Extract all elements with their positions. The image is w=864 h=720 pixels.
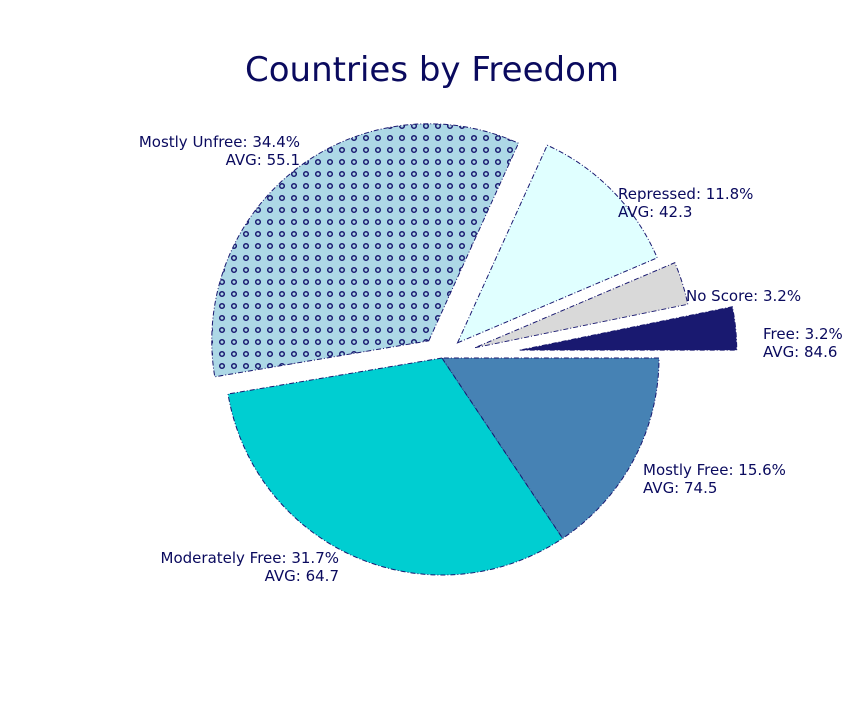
slice-label-avg: AVG: 64.7 bbox=[264, 567, 339, 585]
slice-label-percent: Free: 3.2% bbox=[763, 325, 843, 343]
slice-label-repressed: Repressed: 11.8% AVG: 42.3 bbox=[618, 185, 753, 221]
slice-label-avg: AVG: 42.3 bbox=[618, 203, 693, 221]
pie-slice-no-score bbox=[474, 262, 689, 349]
slice-label-moderately-free: Moderately Free: 31.7% AVG: 64.7 bbox=[161, 549, 339, 585]
slice-label-avg: AVG: 55.1 bbox=[225, 151, 300, 169]
slice-label-mostly-unfree: Mostly Unfree: 34.4% AVG: 55.1 bbox=[139, 133, 300, 169]
slice-label-percent: Mostly Free: 15.6% bbox=[643, 461, 786, 479]
slice-label-avg: AVG: 74.5 bbox=[643, 479, 718, 497]
slice-label-free: Free: 3.2% AVG: 84.6 bbox=[763, 325, 843, 361]
pie-slice-mostly-unfree bbox=[211, 123, 520, 378]
pie-slice-repressed bbox=[456, 144, 658, 344]
slice-label-percent: Mostly Unfree: 34.4% bbox=[138, 133, 300, 151]
slice-label-percent: No Score: 3.2% bbox=[686, 287, 802, 305]
slice-label-avg: AVG: 84.6 bbox=[763, 343, 838, 361]
slice-label-mostly-free: Mostly Free: 15.6% AVG: 74.5 bbox=[643, 461, 786, 497]
slice-label-no-score: No Score: 3.2% bbox=[686, 287, 801, 305]
slice-label-percent: Moderately Free: 31.7% bbox=[160, 549, 339, 567]
chart-title: Countries by Freedom bbox=[245, 50, 619, 90]
pie-slice-moderately-free bbox=[227, 357, 564, 576]
pie-slice-mostly-free bbox=[441, 357, 660, 540]
pie-slice-free bbox=[519, 306, 738, 351]
slice-label-percent: Repressed: 11.8% bbox=[618, 185, 754, 203]
